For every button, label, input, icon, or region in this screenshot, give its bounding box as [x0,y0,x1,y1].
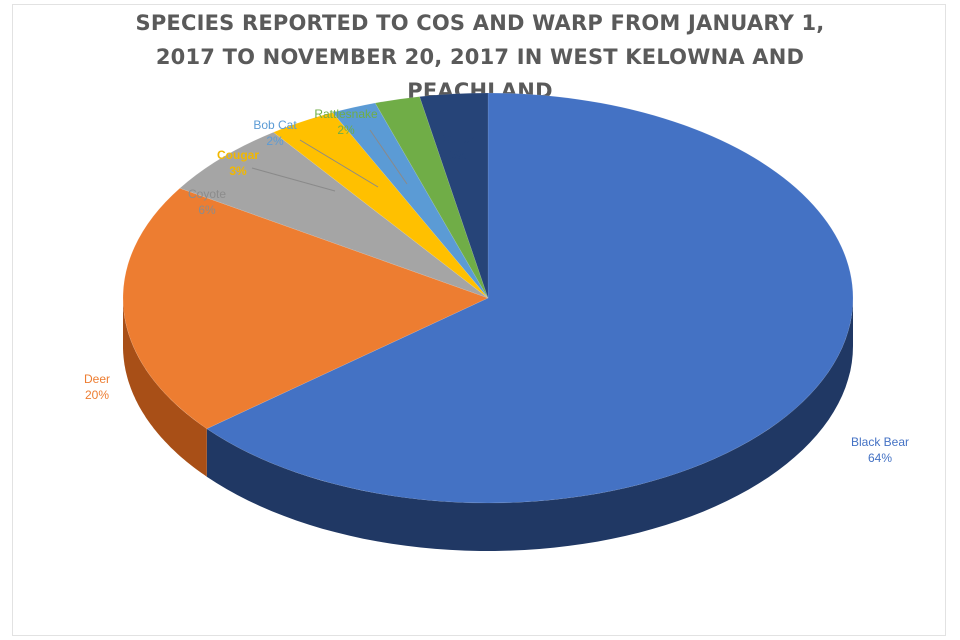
data-label-name-black-bear: Black Bear [851,435,909,449]
pie-slice-deer [122,187,489,430]
pie-sides [123,298,854,551]
pie-slice-rattlesnake [374,96,489,299]
chart-title-line-1: SPECIES REPORTED TO COS AND WARP FROM JA… [135,11,825,35]
leader-line-rattlesnake [369,129,408,185]
pie-slices [122,92,854,504]
pie-side-deer [123,298,207,477]
data-label-value-other: 3% [449,148,467,162]
data-label-value-coyote: 6% [198,203,216,217]
data-label-name-deer: Deer [84,372,110,386]
data-label-value-black-bear: 64% [868,451,892,465]
pie-slice-coyote [179,131,489,299]
pie-slice-bob-cat [332,102,489,299]
data-label-value-bob-cat: 2% [266,134,284,148]
data-label-value-cougar: 3% [229,164,247,178]
data-label-name-cougar: Cougar [217,148,259,162]
pie-slice-other [419,92,489,299]
data-label-name-coyote: Coyote [188,187,226,201]
data-label-name-other: Other [442,132,474,146]
data-label-name-bob-cat: Bob Cat [253,118,297,132]
data-label-name-rattlesnake: Rattlesnake [314,107,378,121]
leader-line-bob-cat [299,139,379,188]
pie-side-black-bear [206,298,854,551]
leader-line-cougar [251,167,336,192]
data-label-value-rattlesnake: 2% [337,123,355,137]
data-labels: Black Bear 64% Deer 20% Coyote 6% Cougar 3% Bob … [84,107,909,465]
chart-title-line-2: 2017 TO NOVEMBER 20, 2017 IN WEST KELOWN… [155,45,805,69]
pie-slice-cougar [272,112,489,299]
leader-lines [251,129,408,192]
pie-slice-black-bear [206,92,854,504]
data-label-value-deer: 20% [85,388,109,402]
